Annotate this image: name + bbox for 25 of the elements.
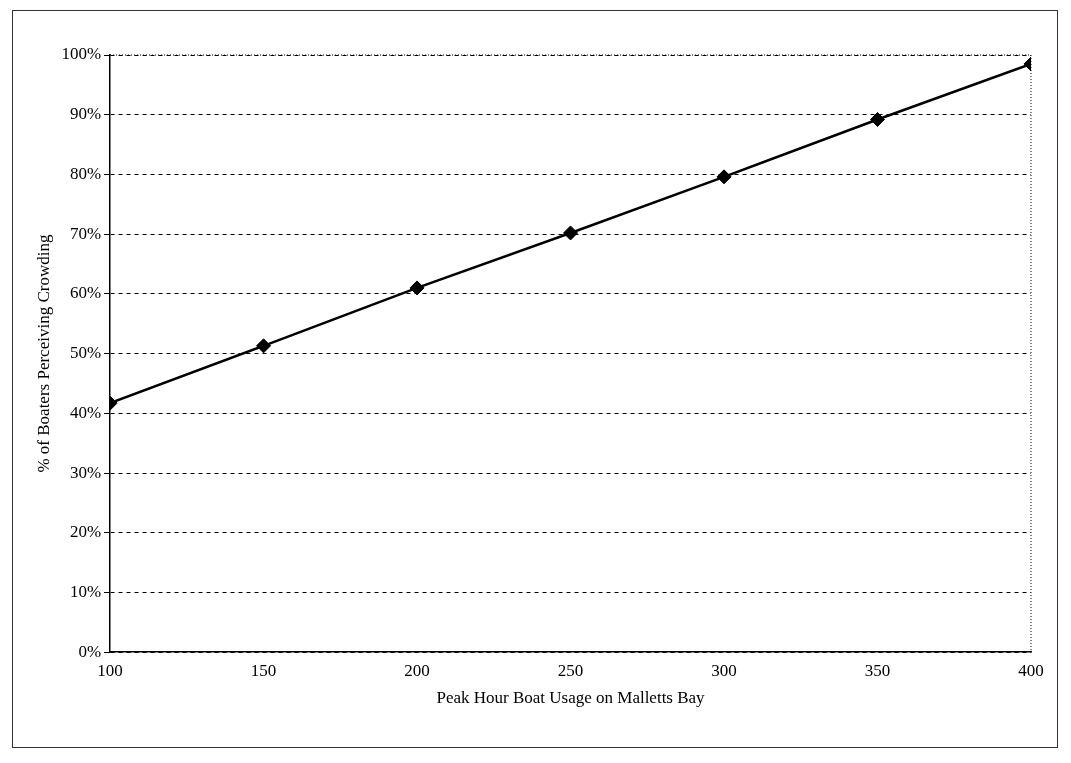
y-tick-label: 10% (69, 581, 102, 601)
point (256, 338, 272, 354)
y-tick-label: 30% (69, 462, 102, 482)
x-tick-label: 150 (250, 660, 277, 680)
x-tick-label: 250 (557, 660, 584, 680)
y-tick-label: 60% (69, 283, 102, 303)
x-tick-label: 400 (1018, 660, 1044, 680)
y-axis-title: % of Boaters Perceiving Crowding (33, 234, 53, 473)
point (716, 169, 732, 185)
y-tick-label: 40% (69, 402, 102, 422)
x-tick-label: 100 (97, 660, 123, 680)
y-tick-label: 20% (69, 522, 102, 542)
x-tick-label: 300 (711, 660, 737, 680)
y-tick-label: 100% (61, 44, 102, 64)
point (563, 225, 579, 241)
point (409, 280, 425, 296)
x-tick-label: 200 (404, 660, 430, 680)
y-tick-label: 80% (69, 163, 102, 183)
y-tick-label: 70% (69, 223, 102, 243)
point (870, 112, 886, 127)
y-tick-label: 50% (69, 343, 102, 363)
x-tick-label: 350 (864, 660, 891, 680)
y-tick-label: 90% (69, 104, 102, 124)
y-tick-label: 0% (78, 641, 102, 661)
x-axis-title: Peak Hour Boat Usage on Malletts Bay (436, 688, 706, 708)
